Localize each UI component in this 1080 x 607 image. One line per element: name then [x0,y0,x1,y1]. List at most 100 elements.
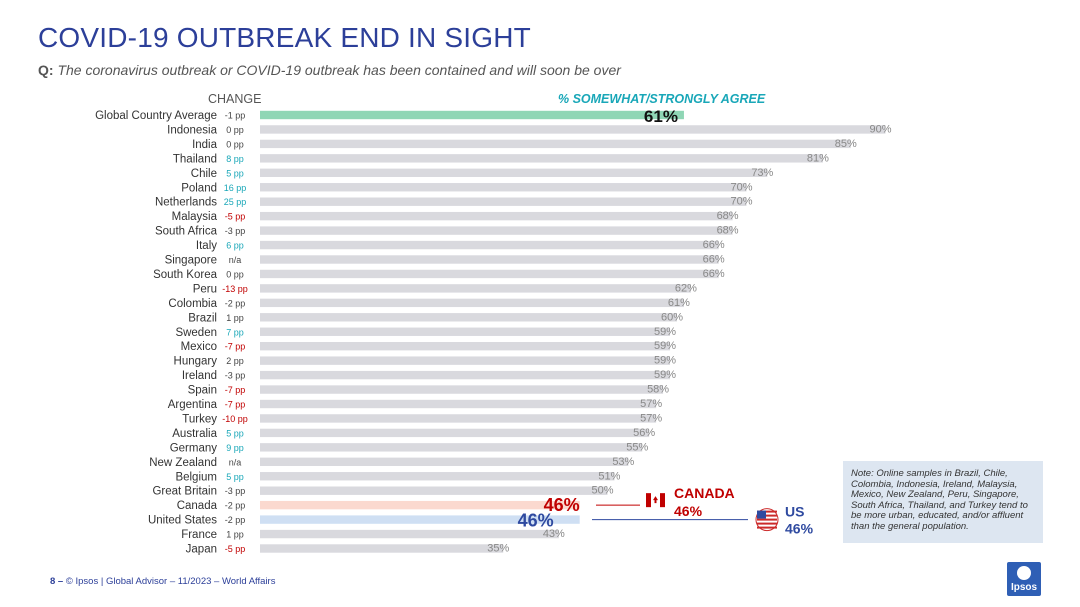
category-label: South Africa [155,226,218,238]
data-label: 61% [668,297,690,309]
maple-leaf-icon [653,496,658,504]
change-label: -5 pp [225,212,246,222]
bar [260,327,671,336]
change-label: -13 pp [222,284,248,294]
us-callout-name: US [785,504,804,520]
category-label: Indonesia [167,124,217,136]
data-label: 66% [703,239,725,251]
data-label: 73% [751,167,773,179]
change-header: CHANGE [208,92,262,106]
change-label: 0 pp [226,125,244,135]
change-label: -7 pp [225,385,246,395]
bar [260,486,608,495]
change-label: 5 pp [226,168,244,178]
change-label: -3 pp [225,371,246,381]
bar [260,168,768,177]
change-label: 6 pp [226,241,244,251]
change-label: -1 pp [225,111,246,121]
bar [260,125,886,134]
agree-header: % SOMEWHAT/STRONGLY AGREE [558,92,766,106]
bar [260,529,559,539]
change-label: -10 pp [222,414,248,424]
bar [260,269,719,279]
logo-text: Ipsos [1010,582,1038,593]
bar [260,110,684,120]
data-label: 59% [654,340,676,352]
us-flag-stripe [757,514,777,517]
change-label: n/a [229,457,242,467]
category-label: Mexico [181,341,217,353]
data-label: 61% [644,107,678,126]
bar [260,240,719,250]
category-label: Colombia [168,298,217,310]
change-label: -5 pp [225,544,246,554]
category-label: Italy [196,240,217,252]
bar [260,370,671,380]
ipsos-logo: Ipsos [1007,562,1041,596]
bar [260,226,733,235]
data-label: 68% [717,210,739,222]
data-label: 90% [869,123,891,135]
category-label: Sweden [175,327,217,339]
change-label: 1 pp [226,530,244,540]
category-label: Singapore [165,255,217,267]
change-label: 7 pp [226,327,244,337]
sample-note: Note: Online samples in Brazil, Chile, C… [843,461,1043,543]
change-label: 9 pp [226,443,244,453]
data-label: 35% [487,543,509,555]
canada-data-label: 46% [544,495,580,515]
change-label: -2 pp [225,298,246,308]
category-label: Peru [193,283,217,295]
data-label: 68% [717,225,739,237]
bar [260,399,657,409]
change-label: 1 pp [226,313,244,323]
change-label: 2 pp [226,356,244,366]
question-label: Q: [38,62,54,78]
data-label: 60% [661,311,683,323]
category-label: Malaysia [172,211,218,223]
change-label: -3 pp [225,226,246,236]
category-label: Turkey [182,413,217,425]
question-text: The coronavirus outbreak or COVID-19 out… [57,62,621,78]
category-label: Belgium [175,471,217,483]
data-label: 66% [703,254,725,266]
category-label: Germany [170,442,218,454]
data-label: 57% [640,398,662,410]
us-flag-stripe [757,526,777,529]
category-label: Chile [191,168,217,180]
us-flag-stripe [757,522,777,525]
category-label: Brazil [188,312,217,324]
canada-flag-icon [646,493,651,508]
change-label: 5 pp [226,472,244,482]
change-label: -3 pp [225,486,246,496]
bar [260,472,615,481]
change-label: -7 pp [225,342,246,352]
data-label: 62% [675,282,697,294]
bar [260,544,504,553]
bar [260,154,823,163]
bar [260,515,580,524]
footer: 8 – © Ipsos | Global Advisor – 11/2023 –… [50,576,275,587]
page-title: COVID-19 OUTBREAK END IN SIGHT [38,22,531,53]
data-label: 70% [730,196,752,208]
bar [260,211,733,221]
question: Q: The coronavirus outbreak or COVID-19 … [38,62,621,78]
change-label: 16 pp [224,183,247,193]
category-label: Netherlands [155,197,217,209]
canada-callout-name: CANADA [674,485,735,501]
category-label: Great Britain [152,486,217,498]
us-callout-value: 46% [785,521,814,537]
bar [260,356,671,365]
data-label: 59% [654,326,676,338]
bar [260,500,580,510]
data-label: 43% [543,528,565,540]
category-label: United States [148,515,217,527]
category-label: Thailand [173,153,217,165]
data-label: 50% [591,485,613,497]
change-label: n/a [229,255,242,265]
logo-mark [1017,566,1031,580]
data-label: 58% [647,384,669,396]
bar [260,197,747,206]
category-label: Poland [181,182,217,194]
data-label: 56% [633,427,655,439]
